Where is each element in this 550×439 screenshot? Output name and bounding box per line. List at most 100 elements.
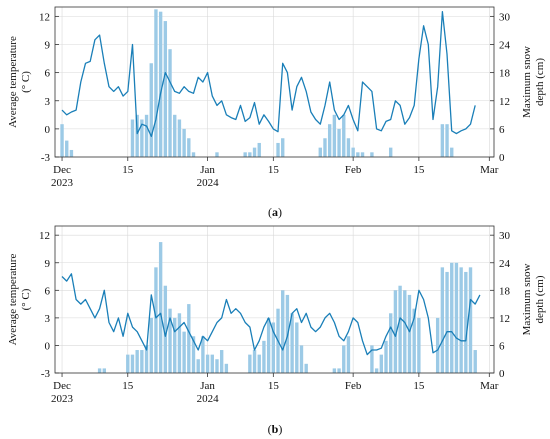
snow-depth-bar: [346, 138, 351, 157]
y2-tick-label: 18: [499, 285, 511, 297]
y2-tick-label: 12: [499, 96, 510, 108]
snow-depth-bar: [163, 285, 168, 373]
x-tick-label: Jan: [200, 164, 215, 176]
temperature-line: [61, 11, 476, 138]
snow-depth-bar: [177, 313, 182, 373]
snow-depth-bar: [130, 119, 135, 157]
snow-depth-bar: [201, 336, 205, 373]
snow-depth-bar: [191, 336, 196, 373]
y-tick-label: 12: [39, 230, 50, 242]
snow-depth-bar: [187, 138, 191, 157]
x-tick-label-year: 2023: [51, 177, 74, 189]
snow-depth-bar: [332, 368, 337, 373]
snow-depth-bar: [384, 340, 388, 373]
y-tick-label: 6: [45, 68, 51, 80]
snow-depth-bar: [243, 152, 247, 157]
snow-depth-bar: [182, 331, 186, 373]
snow-depth-bar: [299, 345, 304, 373]
snow-depth-bar: [158, 11, 163, 157]
y-tick-label: 0: [45, 124, 51, 136]
y2-tick-label: 6: [499, 340, 505, 352]
snow-depth-bar: [389, 313, 393, 373]
snow-depth-bar: [177, 119, 182, 157]
y2-tick-label: 0: [499, 368, 505, 380]
y-tick-label: 12: [39, 11, 50, 23]
snow-depth-bar: [219, 350, 224, 373]
snow-depth-bar: [304, 363, 308, 373]
snow-depth-bar: [144, 345, 149, 373]
x-tick-label: Mar: [480, 164, 499, 176]
y2-tick-label: 6: [499, 124, 505, 136]
y-axis-title-line1: Average temperature: [7, 254, 19, 346]
y2-tick-label: 0: [499, 152, 505, 164]
x-tick-label: Mar: [480, 380, 499, 392]
x-tick-label: 15: [122, 164, 134, 176]
snow-depth-bar: [154, 9, 158, 157]
snow-depth-bar: [346, 336, 351, 373]
snow-depth-bar: [435, 317, 440, 373]
snow-depth-bar: [65, 140, 69, 157]
y-tick-label: 3: [45, 313, 51, 325]
snow-depth-bar: [149, 317, 153, 373]
y-tick-label: -3: [41, 152, 51, 164]
y2-axis-title: Maximum snowdepth (cm): [521, 264, 546, 336]
snow-depth-bar: [224, 363, 229, 373]
snow-depth-bar: [126, 354, 130, 373]
snow-depth-bar: [173, 114, 177, 157]
snow-depth-bar: [370, 152, 374, 157]
snow-depth-bar: [360, 152, 365, 157]
snow-depth-bar: [290, 313, 294, 373]
snow-depth-bar: [257, 142, 261, 157]
x-tick-label-year: 2024: [197, 177, 220, 189]
plot-frame: [54, 225, 495, 374]
snow-depth-bar: [248, 152, 252, 157]
x-tick-label-year: 2024: [197, 393, 220, 405]
x-tick-label: 15: [268, 164, 280, 176]
snow-depth-bar: [468, 267, 473, 373]
snow-depth-bar: [318, 147, 322, 157]
y-axis-title: Average temperature(° C): [7, 254, 32, 346]
snow-depth-bar: [210, 354, 214, 373]
panel-label-b-close: ): [278, 422, 282, 436]
panel-label-a: (a): [268, 205, 282, 219]
snow-depth-bar: [135, 114, 139, 157]
snow-depth-bar: [276, 142, 280, 157]
snow-depth-bar: [140, 350, 144, 373]
snow-depth-bar: [440, 124, 445, 157]
snow-depth-bar: [337, 128, 341, 157]
snow-depth-bar: [168, 308, 172, 373]
snow-depth-bar: [135, 350, 139, 373]
snow-depth-bar: [187, 304, 191, 373]
panel-label-b: (b): [268, 422, 283, 436]
snow-depth-bar: [191, 152, 196, 157]
snow-depth-bar: [445, 124, 449, 157]
snow-depth-bar: [102, 368, 106, 373]
y-tick-label: 9: [45, 258, 51, 270]
y-axis-title: Average temperature(° C): [7, 36, 32, 128]
snow-depth-bar: [281, 138, 285, 157]
x-tick-label: Jan: [200, 380, 215, 392]
y2-axis-title-line1: Maximum snow: [521, 46, 533, 118]
snow-depth-bar: [332, 114, 337, 157]
y-axis-title-line2: (° C): [20, 71, 32, 93]
snow-depth-bar: [252, 147, 257, 157]
x-tick-label-year: 2023: [51, 393, 74, 405]
snow-depth-bar: [271, 322, 276, 373]
snow-depth-bar: [450, 262, 454, 373]
snow-depth-bar: [323, 138, 327, 157]
snow-depth-bar: [69, 149, 74, 157]
y2-axis-title-line2: depth (cm): [534, 275, 546, 323]
panel-label-a-letter: a: [272, 205, 278, 219]
snow-depth-bar: [464, 271, 468, 373]
x-tick-label: 15: [413, 380, 425, 392]
snow-depth-bar: [398, 285, 402, 373]
snow-depth-bar: [173, 317, 177, 373]
x-tick-label: Dec: [53, 164, 71, 176]
snow-depth-bar: [182, 128, 186, 157]
x-tick-label: Feb: [345, 164, 362, 176]
snow-depth-bar: [389, 147, 393, 157]
snow-depth-bar: [130, 354, 135, 373]
y-tick-label: 0: [45, 340, 51, 352]
snow-depth-bar: [215, 152, 219, 157]
